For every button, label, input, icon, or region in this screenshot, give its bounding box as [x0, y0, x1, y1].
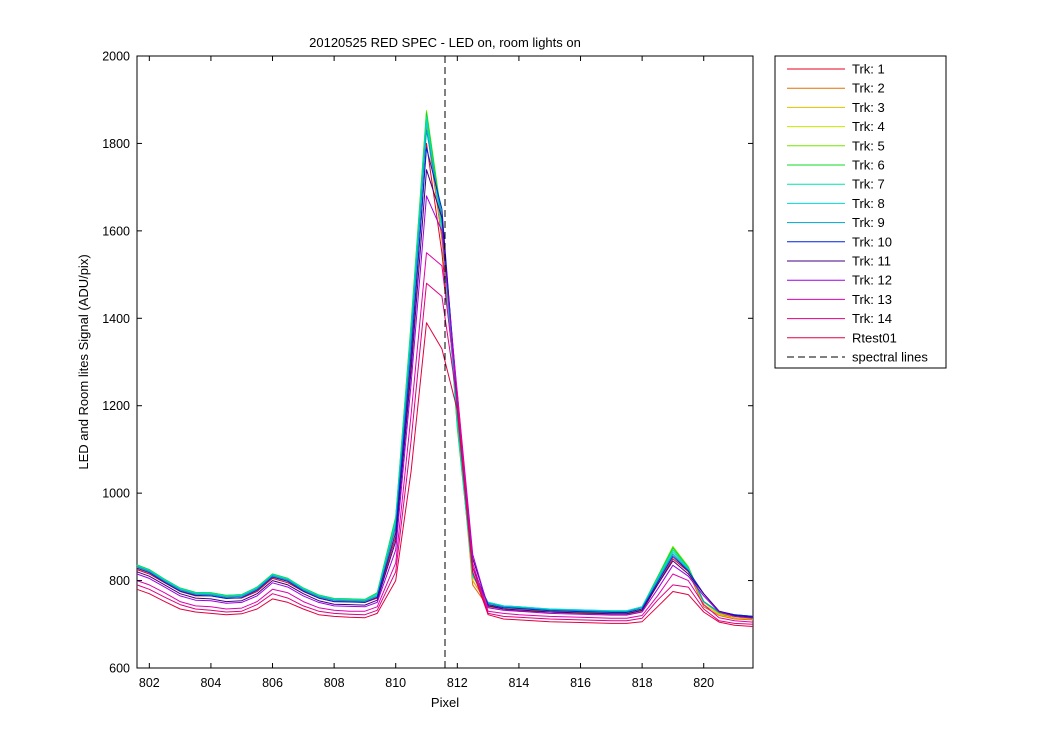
- series-line-9: [136, 129, 754, 617]
- legend-label-16: spectral lines: [852, 350, 928, 365]
- legend-label-12: Trk: 12: [852, 273, 892, 288]
- x-tick-label: 816: [570, 676, 591, 690]
- legend-label-10: Trk: 10: [852, 234, 892, 249]
- axis-ticks: 802 804 806 808 810 812 814 816 818 820 600 800 1000…: [102, 50, 753, 690]
- x-tick-label: 814: [508, 676, 529, 690]
- legend-label-1: Trk: 1: [852, 62, 885, 77]
- legend-label-3: Trk: 3: [852, 100, 885, 115]
- legend-label-7: Trk: 7: [852, 177, 885, 192]
- series-lines: [136, 110, 754, 627]
- series-line-14: [136, 282, 754, 625]
- y-tick-label: 600: [109, 662, 130, 676]
- y-tick-label: 1400: [102, 312, 130, 326]
- legend-label-9: Trk: 9: [852, 215, 885, 230]
- x-tick-label: 812: [447, 676, 468, 690]
- legend: Trk: 1 Trk: 2 Trk: 3 Trk: 4 Trk: 5 Trk: 6 Trk:…: [774, 55, 947, 369]
- legend-label-15: Rtest01: [852, 330, 897, 345]
- x-tick-label: 818: [632, 676, 653, 690]
- y-tick-label: 1800: [102, 137, 130, 151]
- plot-area: 802 804 806 808 810 812 814 816 818 820 600 800 1000…: [102, 50, 754, 690]
- series-line-11: [136, 169, 754, 618]
- chart-title: 20120525 RED SPEC - LED on, room lights …: [309, 35, 581, 50]
- series-line-12: [136, 195, 754, 619]
- series-line-8: [136, 121, 754, 617]
- legend-label-13: Trk: 13: [852, 292, 892, 307]
- legend-label-8: Trk: 8: [852, 196, 885, 211]
- legend-label-11: Trk: 11: [852, 254, 891, 269]
- series-line-15: [136, 322, 754, 627]
- series-line-13: [136, 252, 754, 623]
- x-axis-label: Pixel: [431, 695, 459, 710]
- x-tick-label: 820: [693, 676, 714, 690]
- x-tick-label: 804: [200, 676, 221, 690]
- legend-label-2: Trk: 2: [852, 81, 885, 96]
- y-tick-label: 1600: [102, 224, 130, 238]
- legend-label-5: Trk: 5: [852, 138, 885, 153]
- y-axis-label: LED and Room lites Signal (ADU/pix): [76, 254, 91, 469]
- series-line-10: [136, 147, 754, 617]
- legend-box: [774, 55, 947, 369]
- x-tick-label: 806: [262, 676, 283, 690]
- x-tick-label: 808: [324, 676, 345, 690]
- y-tick-label: 800: [109, 574, 130, 588]
- y-tick-label: 2000: [102, 50, 130, 64]
- legend-label-14: Trk: 14: [852, 311, 892, 326]
- y-tick-label: 1000: [102, 487, 130, 501]
- x-tick-label: 810: [385, 676, 406, 690]
- legend-items: Trk: 1 Trk: 2 Trk: 3 Trk: 4 Trk: 5 Trk: 6 Trk:…: [787, 62, 928, 365]
- legend-label-4: Trk: 4: [852, 119, 885, 134]
- x-tick-label: 802: [139, 676, 160, 690]
- legend-label-6: Trk: 6: [852, 158, 885, 173]
- y-tick-label: 1200: [102, 399, 130, 413]
